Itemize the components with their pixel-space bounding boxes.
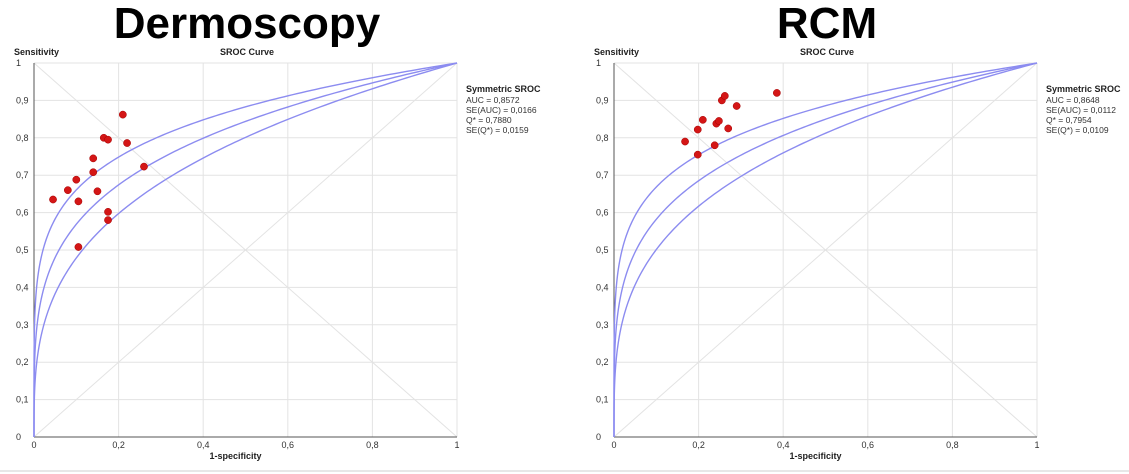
study-point [140, 162, 148, 171]
y-tick-label: 1 [16, 58, 21, 68]
x-tick-label: 0,4 [197, 440, 210, 450]
x-tick-label: 0,6 [862, 440, 875, 450]
sroc-curve-1 [613, 62, 1038, 438]
x-axis-label: 1-specificity [209, 451, 261, 461]
study-point [72, 175, 81, 184]
sroc-curve-3 [33, 62, 458, 438]
anti-diagonal [613, 62, 1038, 438]
x-tick-label: 0 [611, 440, 616, 450]
sroc-curve-3 [613, 62, 1038, 438]
study-point [63, 186, 72, 195]
study-point [720, 92, 729, 100]
study-point [89, 154, 98, 163]
sroc-curve-2 [33, 62, 458, 438]
y-tick-label: 1 [596, 58, 601, 68]
y-tick-label: 0,5 [596, 245, 609, 255]
study-point [724, 124, 733, 133]
sroc-curve-1 [33, 62, 458, 438]
study-point [715, 117, 723, 125]
stats-line: SE(AUC) = 0,0112 [1046, 105, 1116, 115]
x-tick-label: 0,2 [692, 440, 705, 450]
x-tick-label: 1 [454, 440, 459, 450]
study-point [104, 216, 112, 224]
stats-line: SE(AUC) = 0,0166 [466, 105, 537, 115]
y-tick-label: 0,1 [596, 395, 609, 405]
study-point [118, 110, 127, 119]
panel-big-title: RCM [777, 0, 877, 48]
study-point [773, 89, 781, 97]
stats-line: AUC = 0,8572 [466, 95, 520, 105]
stats-line: SE(Q*) = 0,0109 [1046, 125, 1109, 135]
stats-line: Q* = 0,7954 [1046, 115, 1092, 125]
y-tick-label: 0,9 [16, 95, 29, 105]
study-point [681, 137, 689, 146]
x-tick-label: 0,6 [282, 440, 295, 450]
x-tick-label: 0,8 [946, 440, 959, 450]
y-tick-label: 0,8 [16, 133, 29, 143]
x-axis-label: 1-specificity [789, 451, 841, 461]
stats-line: Q* = 0,7880 [466, 115, 512, 125]
study-point [732, 102, 741, 110]
study-point [49, 195, 57, 204]
y-tick-label: 0,1 [16, 395, 29, 405]
y-tick-label: 0 [16, 432, 21, 442]
y-axis-label: Sensitivity [594, 47, 639, 57]
grid [33, 62, 458, 438]
y-axis-label: Sensitivity [14, 47, 59, 57]
y-tick-label: 0,4 [596, 282, 609, 292]
study-point [710, 141, 719, 150]
y-tick-label: 0,6 [16, 208, 29, 218]
study-point [93, 187, 102, 196]
y-tick-label: 0,2 [596, 357, 609, 367]
study-point [104, 135, 112, 144]
x-tick-label: 0,2 [112, 440, 125, 450]
study-point [104, 208, 112, 216]
x-tick-label: 0,8 [366, 440, 379, 450]
study-point [693, 125, 702, 134]
study-point [74, 243, 83, 251]
y-tick-label: 0,3 [16, 320, 29, 330]
stats-heading: Symmetric SROC [1046, 84, 1121, 94]
panel-big-title: Dermoscopy [114, 0, 381, 48]
y-tick-label: 0,2 [16, 357, 29, 367]
study-point [693, 150, 702, 159]
y-tick-label: 0,9 [596, 95, 609, 105]
chart-title: SROC Curve [220, 47, 274, 57]
study-point [89, 168, 98, 177]
study-point [123, 139, 131, 147]
y-tick-label: 0,7 [596, 170, 609, 180]
y-tick-label: 0,8 [596, 133, 609, 143]
study-point [74, 197, 83, 206]
y-tick-label: 0,6 [596, 208, 609, 218]
study-point [698, 115, 707, 124]
sroc-curve-2 [613, 62, 1038, 438]
anti-diagonal [33, 62, 458, 438]
y-tick-label: 0,3 [596, 320, 609, 330]
x-tick-label: 0,4 [777, 440, 790, 450]
y-tick-label: 0,5 [16, 245, 29, 255]
x-tick-label: 0 [31, 440, 36, 450]
y-tick-label: 0,7 [16, 170, 29, 180]
x-tick-label: 1 [1034, 440, 1039, 450]
stats-line: SE(Q*) = 0,0159 [466, 125, 529, 135]
y-tick-label: 0 [596, 432, 601, 442]
stats-heading: Symmetric SROC [466, 84, 541, 94]
chart-title: SROC Curve [800, 47, 854, 57]
y-tick-label: 0,4 [16, 282, 29, 292]
stats-line: AUC = 0,8648 [1046, 95, 1100, 105]
